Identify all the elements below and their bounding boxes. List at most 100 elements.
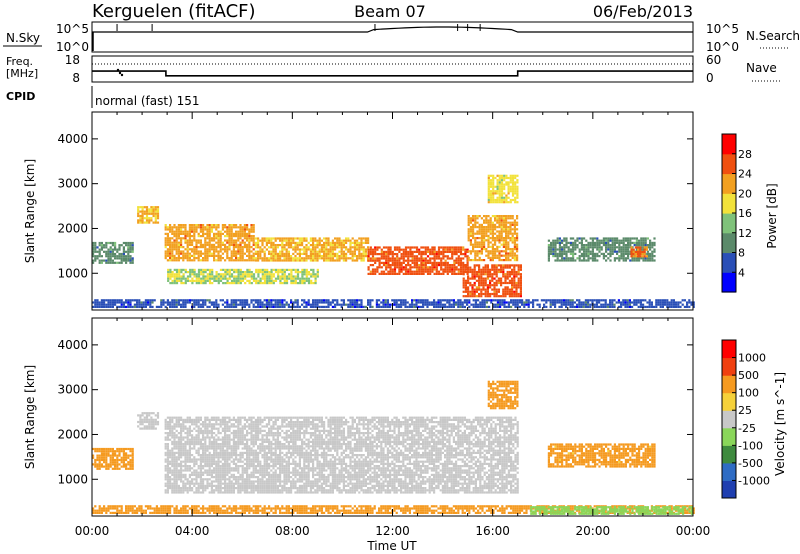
heatmap-cell xyxy=(386,299,389,302)
heatmap-cell xyxy=(351,301,354,304)
heatmap-cell xyxy=(516,256,519,259)
heatmap-cell xyxy=(637,301,640,304)
heatmap-cell xyxy=(433,259,436,262)
heatmap-cell xyxy=(105,259,108,262)
heatmap-cell xyxy=(193,252,196,255)
heatmap-cell xyxy=(571,299,574,302)
heatmap-cell xyxy=(644,244,647,247)
heatmap-cell xyxy=(513,223,516,226)
heatmap-cell xyxy=(259,248,262,251)
heatmap-cell xyxy=(618,246,621,249)
heatmap-cell xyxy=(294,255,297,258)
heatmap-cell xyxy=(591,241,594,244)
heatmap-cell xyxy=(154,219,157,222)
heatmap-cell xyxy=(243,259,246,262)
heatmap-cell xyxy=(175,282,179,285)
heatmap-cell xyxy=(513,279,516,282)
heatmap-cell xyxy=(609,246,612,249)
heatmap-cell xyxy=(489,281,492,285)
heatmap-cell xyxy=(281,252,284,255)
heatmap-cell xyxy=(362,259,365,262)
heatmap-cell xyxy=(492,198,495,202)
heatmap-cell xyxy=(400,255,403,258)
heatmap-cell xyxy=(217,505,220,508)
heatmap-cell xyxy=(516,254,519,257)
heatmap-cell xyxy=(197,246,200,249)
heatmap-cell xyxy=(230,228,233,231)
heatmap-cell xyxy=(351,257,354,260)
heatmap-cell xyxy=(193,239,196,242)
heatmap-cell xyxy=(305,268,308,271)
heatmap-cell xyxy=(490,511,493,514)
heatmap-cell xyxy=(609,301,612,304)
heatmap-cell xyxy=(224,505,227,508)
heatmap-cell xyxy=(303,277,306,280)
heatmap-cell xyxy=(467,290,470,293)
heatmap-cell xyxy=(448,509,451,512)
heatmap-cell xyxy=(455,250,458,253)
heatmap-cell xyxy=(182,226,185,229)
heatmap-cell xyxy=(500,254,503,257)
heatmap-cell xyxy=(618,244,621,247)
heatmap-cell xyxy=(578,255,581,258)
heatmap-cell xyxy=(120,252,123,256)
heatmap-cell xyxy=(252,224,255,227)
heatmap-cell xyxy=(505,252,508,255)
heatmap-cell xyxy=(226,273,229,276)
heatmap-cell xyxy=(554,241,557,244)
heatmap-cell xyxy=(505,248,508,251)
heatmap-cell xyxy=(248,282,251,285)
heatmap-cell xyxy=(211,273,214,276)
heatmap-cell xyxy=(100,305,103,308)
heatmap-cell xyxy=(561,259,564,262)
heatmap-cell xyxy=(451,268,454,271)
heatmap-cell xyxy=(523,505,526,508)
heatmap-cell xyxy=(457,257,460,260)
heatmap-cell xyxy=(158,509,161,512)
heatmap-cell xyxy=(552,239,555,242)
heatmap-cell xyxy=(591,237,594,240)
heatmap-cell xyxy=(125,257,128,260)
heatmap-cell xyxy=(367,509,370,512)
heatmap-cell xyxy=(281,273,284,276)
heatmap-cell xyxy=(171,299,174,302)
heatmap-cell xyxy=(294,301,297,304)
heatmap-cell xyxy=(92,248,95,251)
heatmap-cell xyxy=(491,250,494,253)
heatmap-cell xyxy=(374,270,377,273)
heatmap-cell xyxy=(358,255,361,258)
heatmap-cell xyxy=(145,217,149,220)
heatmap-cell xyxy=(558,255,561,258)
heatmap-cell xyxy=(638,259,641,262)
heatmap-cell xyxy=(391,253,394,256)
heatmap-cell xyxy=(186,232,189,235)
heatmap-cell xyxy=(613,305,616,308)
heatmap-cell xyxy=(283,273,286,276)
heatmap-cell xyxy=(204,303,207,306)
heatmap-cell xyxy=(467,288,470,291)
heatmap-cell xyxy=(153,299,156,302)
heatmap-cell xyxy=(470,505,473,508)
heatmap-cell xyxy=(500,223,503,226)
heatmap-cell xyxy=(182,505,185,508)
heatmap-cell xyxy=(635,303,638,306)
heatmap-cell xyxy=(507,201,510,204)
heatmap-cell xyxy=(270,301,273,304)
heatmap-cell xyxy=(602,257,605,260)
heatmap-cell xyxy=(474,241,477,244)
heatmap-cell xyxy=(519,275,522,278)
heatmap-cell xyxy=(314,282,317,285)
heatmap-cell xyxy=(241,505,244,508)
heatmap-cell xyxy=(210,248,213,251)
heatmap-cell xyxy=(591,239,594,242)
heatmap-cell xyxy=(239,303,242,306)
heatmap-cell xyxy=(491,277,494,280)
heatmap-cell xyxy=(498,215,501,218)
heatmap-cell xyxy=(371,272,375,275)
heatmap-cell xyxy=(129,507,132,510)
heatmap-cell xyxy=(470,303,473,306)
heatmap-cell xyxy=(485,301,488,304)
heatmap-cell xyxy=(136,509,139,512)
heatmap-cell xyxy=(193,511,196,514)
heatmap-cell xyxy=(440,261,443,264)
